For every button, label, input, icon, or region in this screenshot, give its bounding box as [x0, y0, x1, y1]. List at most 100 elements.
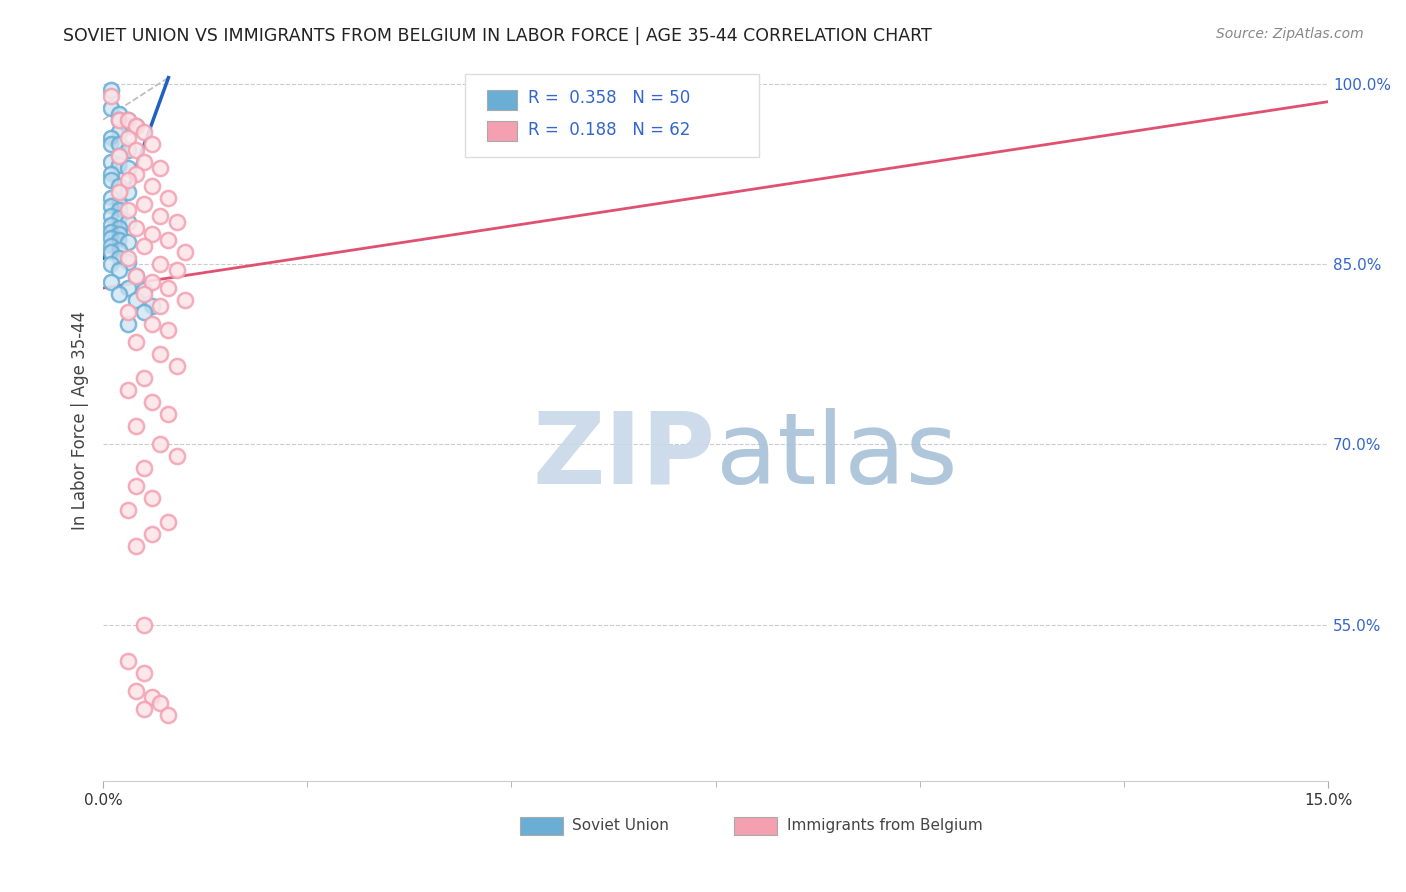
- Point: [100, 101, 122, 115]
- Point: [125, 119, 148, 133]
- Point: [108, 178, 131, 193]
- Point: [132, 305, 155, 319]
- Point: [100, 88, 122, 103]
- Point: [125, 540, 148, 554]
- Point: [117, 119, 139, 133]
- Point: [108, 220, 131, 235]
- Point: [100, 209, 122, 223]
- Point: [132, 371, 155, 385]
- Point: [117, 202, 139, 217]
- Bar: [486, 90, 517, 110]
- Point: [117, 143, 139, 157]
- Point: [149, 347, 172, 361]
- Point: [117, 143, 139, 157]
- Point: [108, 112, 131, 127]
- Point: [125, 167, 148, 181]
- Point: [117, 161, 139, 175]
- Point: [117, 281, 139, 295]
- Point: [166, 450, 188, 464]
- Point: [141, 491, 163, 506]
- Point: [108, 211, 131, 226]
- Point: [125, 143, 148, 157]
- Point: [173, 244, 195, 259]
- Point: [117, 305, 139, 319]
- Point: [149, 161, 172, 175]
- Point: [100, 275, 122, 289]
- Text: SOVIET UNION VS IMMIGRANTS FROM BELGIUM IN LABOR FORCE | AGE 35-44 CORRELATION C: SOVIET UNION VS IMMIGRANTS FROM BELGIUM …: [63, 27, 932, 45]
- Point: [125, 479, 148, 493]
- Point: [108, 125, 131, 139]
- Point: [132, 371, 155, 385]
- Point: [108, 158, 131, 172]
- Point: [117, 173, 139, 187]
- Point: [100, 244, 122, 259]
- Point: [157, 233, 180, 247]
- Point: [132, 284, 155, 298]
- Point: [117, 161, 139, 175]
- Point: [149, 299, 172, 313]
- Point: [141, 227, 163, 241]
- Point: [108, 227, 131, 241]
- Point: [100, 167, 122, 181]
- Point: [117, 251, 139, 265]
- Point: [141, 395, 163, 409]
- Point: [108, 149, 131, 163]
- Point: [132, 197, 155, 211]
- Point: [117, 254, 139, 268]
- Point: [132, 154, 155, 169]
- Point: [117, 254, 139, 268]
- Point: [117, 305, 139, 319]
- Point: [149, 437, 172, 451]
- Point: [132, 461, 155, 475]
- Point: [157, 281, 180, 295]
- Bar: [734, 817, 778, 835]
- Point: [108, 112, 131, 127]
- Point: [100, 83, 122, 97]
- Point: [141, 527, 163, 541]
- Point: [173, 293, 195, 307]
- Point: [125, 143, 148, 157]
- Point: [141, 178, 163, 193]
- Point: [166, 359, 188, 373]
- Point: [125, 419, 148, 434]
- Point: [157, 281, 180, 295]
- Point: [141, 227, 163, 241]
- Point: [117, 173, 139, 187]
- Point: [108, 211, 131, 226]
- Point: [108, 185, 131, 199]
- Point: [100, 230, 122, 244]
- Point: [141, 395, 163, 409]
- Point: [141, 527, 163, 541]
- Text: atlas: atlas: [716, 408, 957, 505]
- Point: [157, 233, 180, 247]
- Point: [108, 125, 131, 139]
- Point: [125, 683, 148, 698]
- Point: [125, 268, 148, 283]
- Point: [100, 191, 122, 205]
- Point: [125, 540, 148, 554]
- Point: [100, 88, 122, 103]
- Bar: [486, 121, 517, 141]
- Point: [141, 491, 163, 506]
- Point: [141, 275, 163, 289]
- Point: [117, 202, 139, 217]
- Point: [108, 136, 131, 151]
- Point: [166, 263, 188, 277]
- Point: [108, 243, 131, 257]
- Point: [100, 173, 122, 187]
- Point: [108, 251, 131, 265]
- Text: R =  0.188   N = 62: R = 0.188 N = 62: [529, 120, 690, 138]
- Point: [157, 407, 180, 421]
- Point: [149, 161, 172, 175]
- Point: [100, 225, 122, 239]
- Point: [132, 665, 155, 680]
- Point: [141, 317, 163, 331]
- Point: [117, 130, 139, 145]
- Point: [166, 450, 188, 464]
- Point: [100, 219, 122, 233]
- Point: [108, 112, 131, 127]
- Point: [108, 227, 131, 241]
- Point: [132, 461, 155, 475]
- Point: [100, 136, 122, 151]
- Point: [149, 299, 172, 313]
